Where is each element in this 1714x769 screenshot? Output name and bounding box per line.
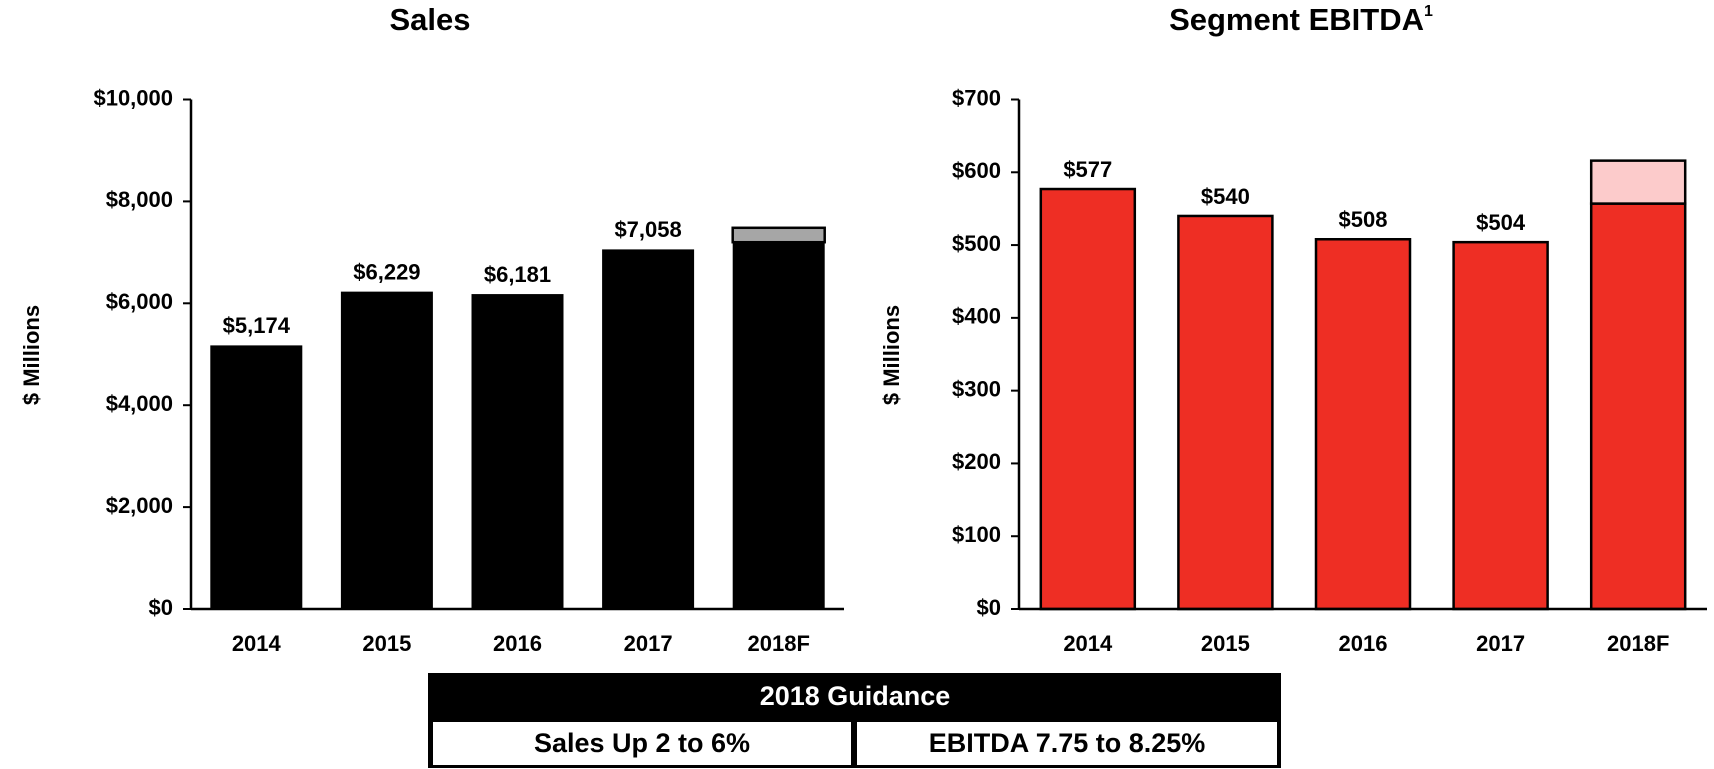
title-note: 1 xyxy=(1424,3,1433,20)
table-cell-text: EBITDA 7.75 to 8.25% xyxy=(929,728,1206,758)
data-label: $5,174 xyxy=(223,313,291,338)
table-cell xyxy=(433,722,851,765)
y-tick-label: $8,000 xyxy=(106,187,173,212)
bar xyxy=(1589,159,1687,205)
title-text: Sales xyxy=(389,2,470,37)
x-tick-label: 2015 xyxy=(1201,631,1250,656)
x-tick-label: 2017 xyxy=(624,631,673,656)
y-tick-label: $300 xyxy=(952,376,1001,401)
y-tick-label: $700 xyxy=(952,85,1001,110)
y-tick-label: $0 xyxy=(149,595,173,620)
chart-title: Sales xyxy=(389,2,470,37)
data-label: $577 xyxy=(1063,157,1112,182)
data-label: $540 xyxy=(1201,184,1250,209)
y-tick-label: $600 xyxy=(952,158,1001,183)
y-tick-label: $200 xyxy=(952,449,1001,474)
bar xyxy=(1452,240,1549,611)
bar xyxy=(1314,237,1412,611)
table-cell xyxy=(857,722,1277,765)
data-label: $508 xyxy=(1339,207,1388,232)
bar xyxy=(731,226,826,244)
x-tick-label: 2018F xyxy=(748,631,810,656)
bar xyxy=(210,345,303,609)
bar xyxy=(1177,214,1274,611)
x-tick-label: 2015 xyxy=(362,631,411,656)
bar xyxy=(1039,187,1137,611)
y-tick-label: $4,000 xyxy=(106,391,173,416)
table-cell-text: Sales Up 2 to 6% xyxy=(534,728,750,758)
y-tick-label: $100 xyxy=(952,522,1001,547)
chart-title: Segment EBITDA1 xyxy=(1169,2,1433,37)
bar xyxy=(340,291,433,609)
bar xyxy=(602,249,695,609)
title-text: Segment EBITDA xyxy=(1169,2,1424,37)
table-header: 2018 Guidance xyxy=(760,681,951,711)
y-tick-label: $500 xyxy=(952,231,1001,256)
y-tick-label: $6,000 xyxy=(106,289,173,314)
y-tick-label: $400 xyxy=(952,304,1001,329)
x-tick-label: 2016 xyxy=(493,631,542,656)
bar xyxy=(471,294,564,609)
y-axis-label: $ Millions xyxy=(19,305,44,405)
bar xyxy=(732,242,825,610)
x-tick-label: 2017 xyxy=(1476,631,1525,656)
x-tick-label: 2014 xyxy=(232,631,282,656)
x-tick-label: 2014 xyxy=(1063,631,1113,656)
y-tick-label: $2,000 xyxy=(106,493,173,518)
x-tick-label: 2016 xyxy=(1339,631,1388,656)
data-label: $504 xyxy=(1476,210,1526,235)
y-tick-label: $0 xyxy=(977,595,1001,620)
data-label: $7,058 xyxy=(614,217,681,242)
data-label: $6,229 xyxy=(353,259,420,284)
data-label: $6,181 xyxy=(484,262,551,287)
y-tick-label: $10,000 xyxy=(93,85,173,110)
y-axis-label: $ Millions xyxy=(879,305,904,405)
x-tick-label: 2018F xyxy=(1607,631,1669,656)
bar xyxy=(1589,202,1687,611)
